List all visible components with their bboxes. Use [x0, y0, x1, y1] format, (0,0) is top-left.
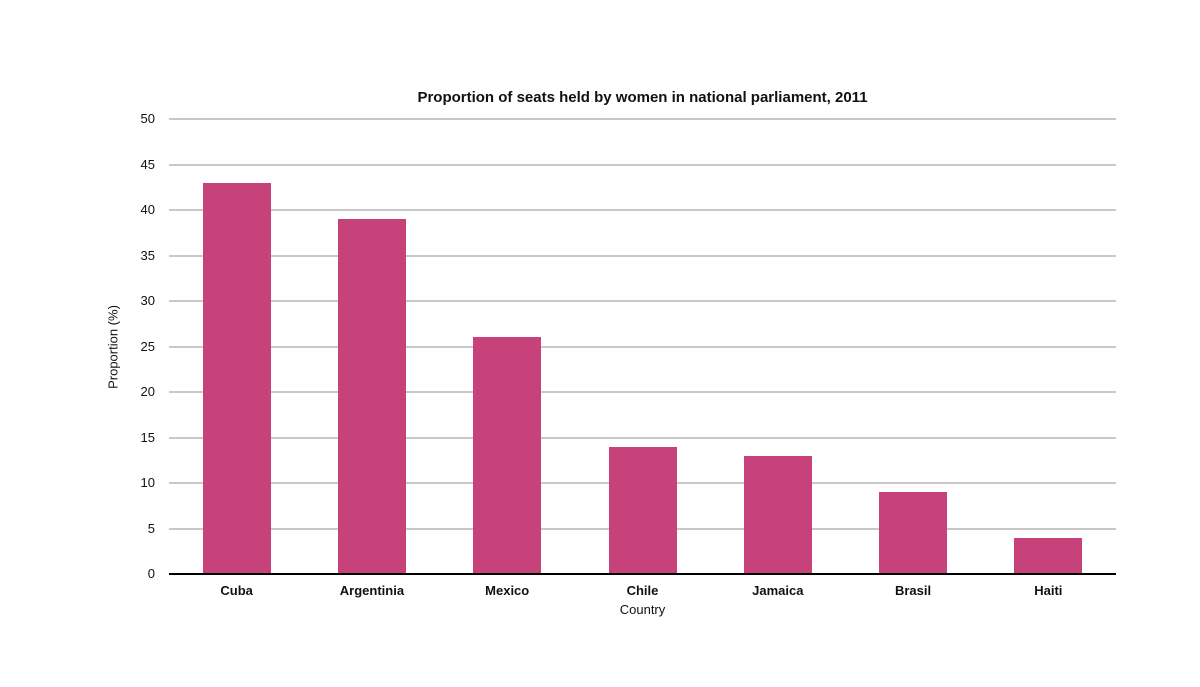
chart-title: Proportion of seats held by women in nat…	[417, 89, 868, 106]
y-tick-label: 15	[140, 429, 155, 445]
bar-haiti	[1014, 537, 1083, 574]
y-tick-label: 45	[140, 156, 155, 172]
bar-brasil	[879, 492, 948, 574]
gridline	[169, 163, 1116, 166]
x-axis-line	[169, 573, 1116, 575]
x-tick-label: Argentinia	[339, 583, 405, 598]
gridline	[169, 391, 1116, 393]
x-tick-label: Mexico	[485, 583, 530, 598]
x-tick-label: Haiti	[1034, 583, 1063, 598]
y-tick-label: 20	[140, 384, 155, 399]
y-tick-label: 5	[147, 520, 155, 536]
x-tick-label: Chile	[626, 583, 659, 598]
gridline	[169, 436, 1116, 439]
y-tick-label: 0	[147, 566, 155, 581]
bar-cuba	[202, 182, 271, 574]
bar-mexico	[473, 337, 542, 574]
y-tick-label: 35	[140, 247, 155, 263]
y-tick-label: 30	[140, 293, 155, 308]
gridline	[169, 254, 1116, 257]
y-tick-label: 40	[140, 202, 155, 217]
y-tick-label: 25	[140, 338, 155, 354]
gridline	[169, 345, 1116, 348]
x-tick-label: Brasil	[894, 583, 932, 598]
y-tick-label: 50	[140, 111, 155, 126]
x-tick-label: Cuba	[220, 583, 253, 598]
plot-area	[169, 118, 1116, 575]
x-axis-label: Country	[619, 602, 666, 617]
x-tick-label: Jamaica	[752, 583, 804, 598]
gridline	[169, 118, 1116, 120]
bar-argentinia	[337, 219, 406, 574]
bar-jamaica	[743, 455, 812, 574]
gridline	[169, 209, 1116, 211]
bar-chile	[608, 446, 677, 574]
y-tick-label: 10	[140, 475, 155, 490]
gridline	[169, 300, 1116, 302]
